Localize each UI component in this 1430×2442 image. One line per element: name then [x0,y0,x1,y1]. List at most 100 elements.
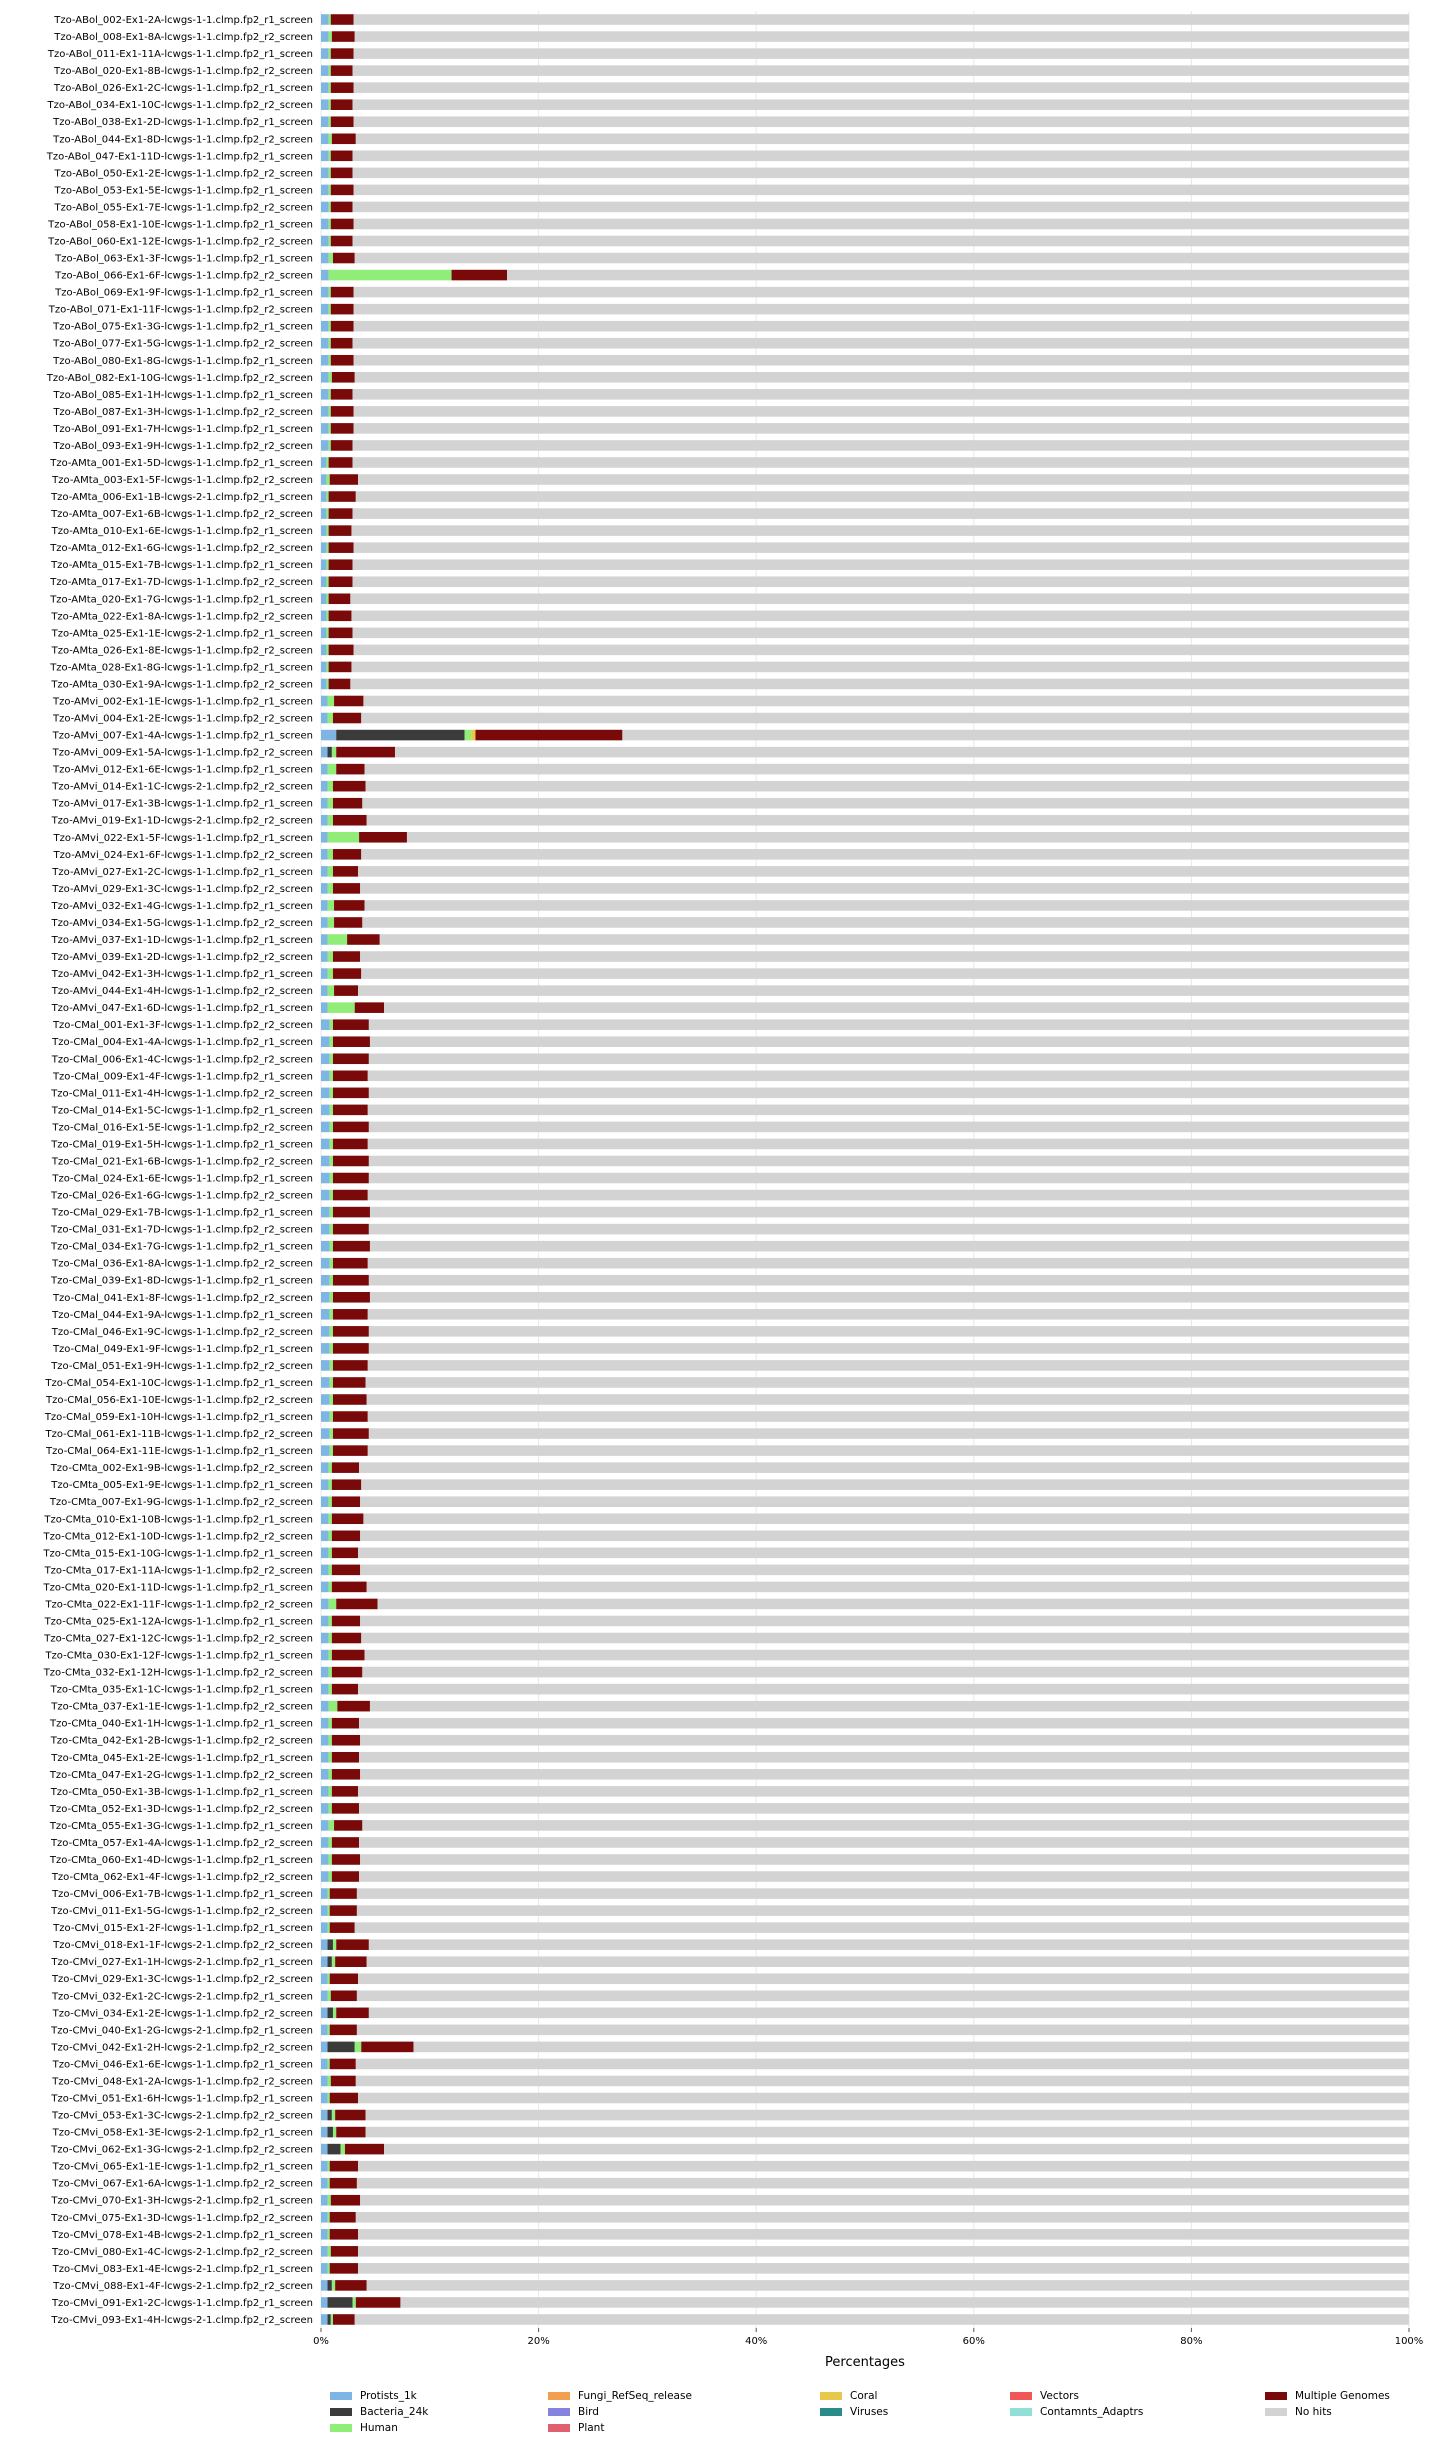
y-tick-label: Tzo-AMta_030-Ex1-9A-lcwgs-1-1.clmp.fp2_r… [50,679,313,690]
bar-row [321,2177,1409,2189]
legend-swatch [820,2392,842,2400]
bar-row [321,2075,1409,2087]
bar-segment-no-hits [353,286,1409,298]
bar-segment-no-hits [359,1837,1410,1848]
bar-segment [331,1513,364,1525]
bar-segment [321,423,329,434]
y-tick-label: Tzo-CMal_011-Ex1-4H-lcwgs-1-1.clmp.fp2_r… [50,1088,313,1099]
bar-segment-no-hits [367,1309,1410,1320]
bar-segment [331,1479,362,1490]
bar-segment [327,2160,330,2172]
bar-row [321,389,1409,400]
x-tick-label: 80% [1180,2336,1202,2347]
bar-row [321,1257,1410,1269]
bar-segment [321,133,329,145]
bar-segment [328,1632,332,1644]
bar-segment [321,354,329,366]
bar-segment [334,985,358,996]
bar-segment [326,491,329,502]
bar-row [321,1513,1409,1525]
y-tick-label: Tzo-ABol_047-Ex1-11D-lcwgs-1-1.clmp.fp2_… [46,151,313,162]
bar-segment [331,1717,360,1729]
bar-segment-no-hits [384,1002,1409,1013]
bar-segment-no-hits [353,423,1409,434]
bar-segment [328,457,353,468]
bar-segment [321,201,329,213]
bar-row [321,1615,1410,1627]
bar-row [321,2126,1409,2138]
bar-segment [464,729,472,741]
bar-segment [332,2126,337,2138]
bar-segment [321,2194,328,2206]
bar-segment [331,1734,361,1746]
bar-segment-no-hits [368,1121,1409,1133]
bar-row [321,1786,1410,1797]
bar-segment [332,1326,369,1337]
y-tick-label: Tzo-CMal_006-Ex1-4C-lcwgs-1-1.clmp.fp2_r… [51,1054,313,1065]
bar-segment [321,235,329,247]
bar-segment [328,1530,332,1542]
y-tick-label: Tzo-ABol_085-Ex1-1H-lcwgs-1-1.clmp.fp2_r… [52,390,313,401]
bar-row [321,423,1409,434]
legend-item: Bird [548,2406,599,2418]
y-tick-label: Tzo-CMta_015-Ex1-10G-lcwgs-1-1.clmp.fp2_… [42,1548,313,1559]
y-tick-label: Tzo-CMta_032-Ex1-12H-lcwgs-1-1.clmp.fp2_… [43,1668,313,1679]
bar-row [321,65,1409,76]
bar-row [321,1411,1410,1422]
bar-row [321,627,1409,639]
bar-row [321,218,1409,230]
bar-row [321,985,1410,996]
bar-segment [330,99,353,110]
y-tick-label: Tzo-CMal_026-Ex1-6G-lcwgs-1-1.clmp.fp2_r… [50,1191,313,1202]
bar-segment-no-hits [365,780,1409,792]
bar-segment [327,866,333,877]
bar-segment-no-hits [360,1564,1410,1576]
bar-row [321,303,1409,315]
bar-segment [321,1462,329,1473]
bar-row [321,832,1409,843]
y-tick-label: Tzo-CMta_035-Ex1-1C-lcwgs-1-1.clmp.fp2_r… [50,1685,313,1696]
bar-segment [337,1700,370,1712]
bar-segment [321,1360,330,1371]
bar-segment [332,951,361,962]
bar-row [321,2007,1409,2019]
bar-row [321,48,1409,59]
bar-row [321,1343,1409,1354]
bar-row [321,2211,1409,2223]
bar-segment [321,849,328,860]
bar-segment-no-hits [384,2143,1409,2155]
bar-row [321,525,1409,536]
bar-segment [321,900,328,911]
bar-segment [328,133,332,145]
bar-segment [321,1002,328,1013]
bar-row [321,968,1410,979]
bar-segment [329,1257,333,1269]
bar-segment [330,218,354,230]
bar-segment [329,1087,333,1099]
bar-segment-no-hits [361,968,1410,979]
y-tick-label: Tzo-CMta_025-Ex1-12A-lcwgs-1-1.clmp.fp2_… [44,1616,313,1627]
bar-segment [328,150,331,162]
bar-segment [321,1632,329,1644]
bar-segment [321,934,328,945]
bar-segment [326,644,329,656]
bar-row [321,746,1409,758]
bar-row [321,1666,1409,1678]
bar-row [321,712,1410,724]
bar-segment-no-hits [360,1769,1410,1780]
legend-item: Plant [548,2422,604,2434]
bar-segment [329,1172,333,1184]
bar-segment-no-hits [359,1751,1410,1763]
bar-segment-no-hits [353,542,1409,553]
bar-segment-no-hits [367,1445,1410,1456]
bar-segment [321,866,328,877]
bar-segment [321,985,328,996]
bar-segment [321,1803,329,1814]
bar-segment [321,1717,329,1729]
legend-swatch [548,2408,570,2416]
legend-label: Bacteria_24k [360,2406,429,2418]
bar-segment-no-hits [362,797,1409,809]
bar-segment-no-hits [351,661,1409,673]
bar-segment [321,1377,330,1388]
bar-segment [321,1343,330,1354]
